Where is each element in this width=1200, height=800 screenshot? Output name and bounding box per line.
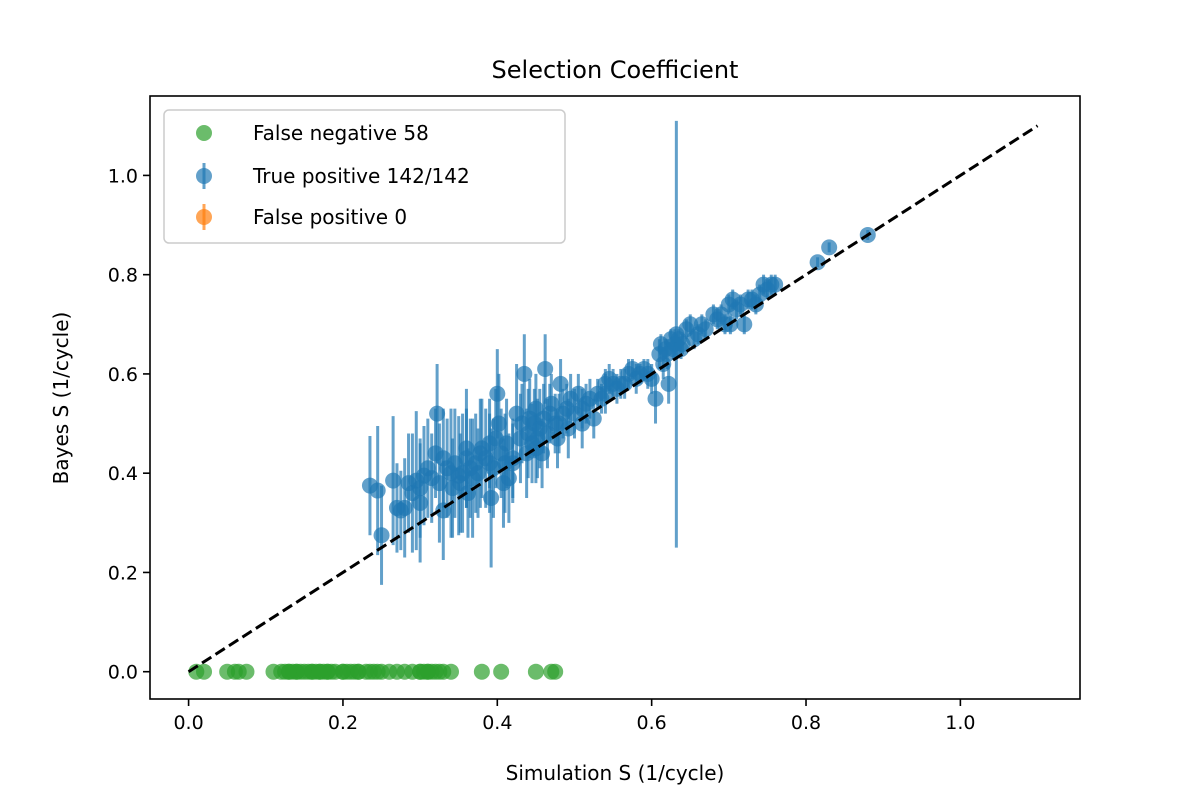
legend-entry-label: False positive 0 <box>253 205 407 229</box>
true-positive-point <box>385 472 402 489</box>
true-positive-point <box>543 395 560 412</box>
true-positive-point <box>470 465 487 482</box>
true-positive-point <box>537 360 554 377</box>
y-axis-label: Bayes S (1/cycle) <box>49 312 73 485</box>
x-tick-label: 0.6 <box>637 712 667 734</box>
y-tick-label: 0.0 <box>108 662 138 684</box>
false-negative-point <box>419 663 436 680</box>
x-tick-label: 0.0 <box>173 712 203 734</box>
true-positive-point <box>697 321 714 338</box>
true-positive-point <box>551 415 568 432</box>
true-positive-point <box>435 450 452 467</box>
legend-marker <box>196 168 212 184</box>
true-positive-point <box>388 499 405 516</box>
legend-entry-label: False negative 58 <box>253 121 429 145</box>
true-positive-point <box>489 385 506 402</box>
true-positive-point <box>431 475 448 492</box>
y-tick-label: 1.0 <box>108 165 138 187</box>
legend-entry-label: True positive 142/142 <box>252 164 470 188</box>
x-tick-label: 1.0 <box>945 712 975 734</box>
true-positive-point <box>516 365 533 382</box>
true-positive-point <box>597 385 614 402</box>
true-positive-point <box>500 470 517 487</box>
false-negative-point <box>350 663 367 680</box>
legend-box <box>163 109 566 244</box>
true-positive-point <box>767 276 784 293</box>
y-tick-label: 0.2 <box>108 562 138 584</box>
true-positive-point <box>412 480 429 497</box>
false-negative-point <box>196 663 213 680</box>
true-positive-point <box>660 375 677 392</box>
axes-frame <box>149 95 1081 700</box>
false-negative-point <box>361 663 378 680</box>
true-positive-point <box>369 482 386 499</box>
legend-marker <box>196 209 212 225</box>
false-negative-point <box>547 663 564 680</box>
true-positive-point <box>373 527 390 544</box>
plot-area: 0.0 0.2 0.4 0.6 0.8 1.0 0.0 0.2 0.4 0.6 0.8 1.0 <box>108 95 1081 734</box>
true-positive-point <box>458 440 475 457</box>
false-negative-point <box>442 663 459 680</box>
true-positive-point <box>481 435 498 452</box>
y-tick-label: 0.4 <box>108 463 138 485</box>
true-positive-point <box>809 254 826 271</box>
x-tick-label: 0.4 <box>482 712 512 734</box>
false-negative-point <box>311 663 328 680</box>
x-axis-label: Simulation S (1/cycle) <box>506 761 725 785</box>
legend-marker <box>196 125 212 141</box>
legend: False negative 58 True positive 142/142 Fa… <box>163 109 566 244</box>
false-negative-point <box>473 663 490 680</box>
true-positive-point <box>412 494 429 511</box>
true-positive-point <box>821 239 838 256</box>
x-tick-label: 0.2 <box>328 712 358 734</box>
false-negative-point <box>280 663 297 680</box>
false-negative-point <box>334 663 351 680</box>
y-tick-label: 0.6 <box>108 364 138 386</box>
true-positive-point <box>429 405 446 422</box>
true-positive-point <box>498 435 515 452</box>
true-positive-point <box>490 415 507 432</box>
true-positive-point <box>552 375 569 392</box>
x-tick-label: 0.8 <box>791 712 821 734</box>
false-negative-point <box>238 663 255 680</box>
true-positive-point <box>647 390 664 407</box>
true-positive-point <box>549 430 566 447</box>
plot-marks <box>187 120 1039 680</box>
reference-line <box>187 124 1039 673</box>
chart-title: Selection Coefficient <box>492 56 739 84</box>
true-positive-point <box>483 490 500 506</box>
false-negative-point <box>493 663 510 680</box>
true-positive-point <box>736 316 753 333</box>
false-negative-point <box>527 663 544 680</box>
y-tick-label: 0.8 <box>108 265 138 287</box>
